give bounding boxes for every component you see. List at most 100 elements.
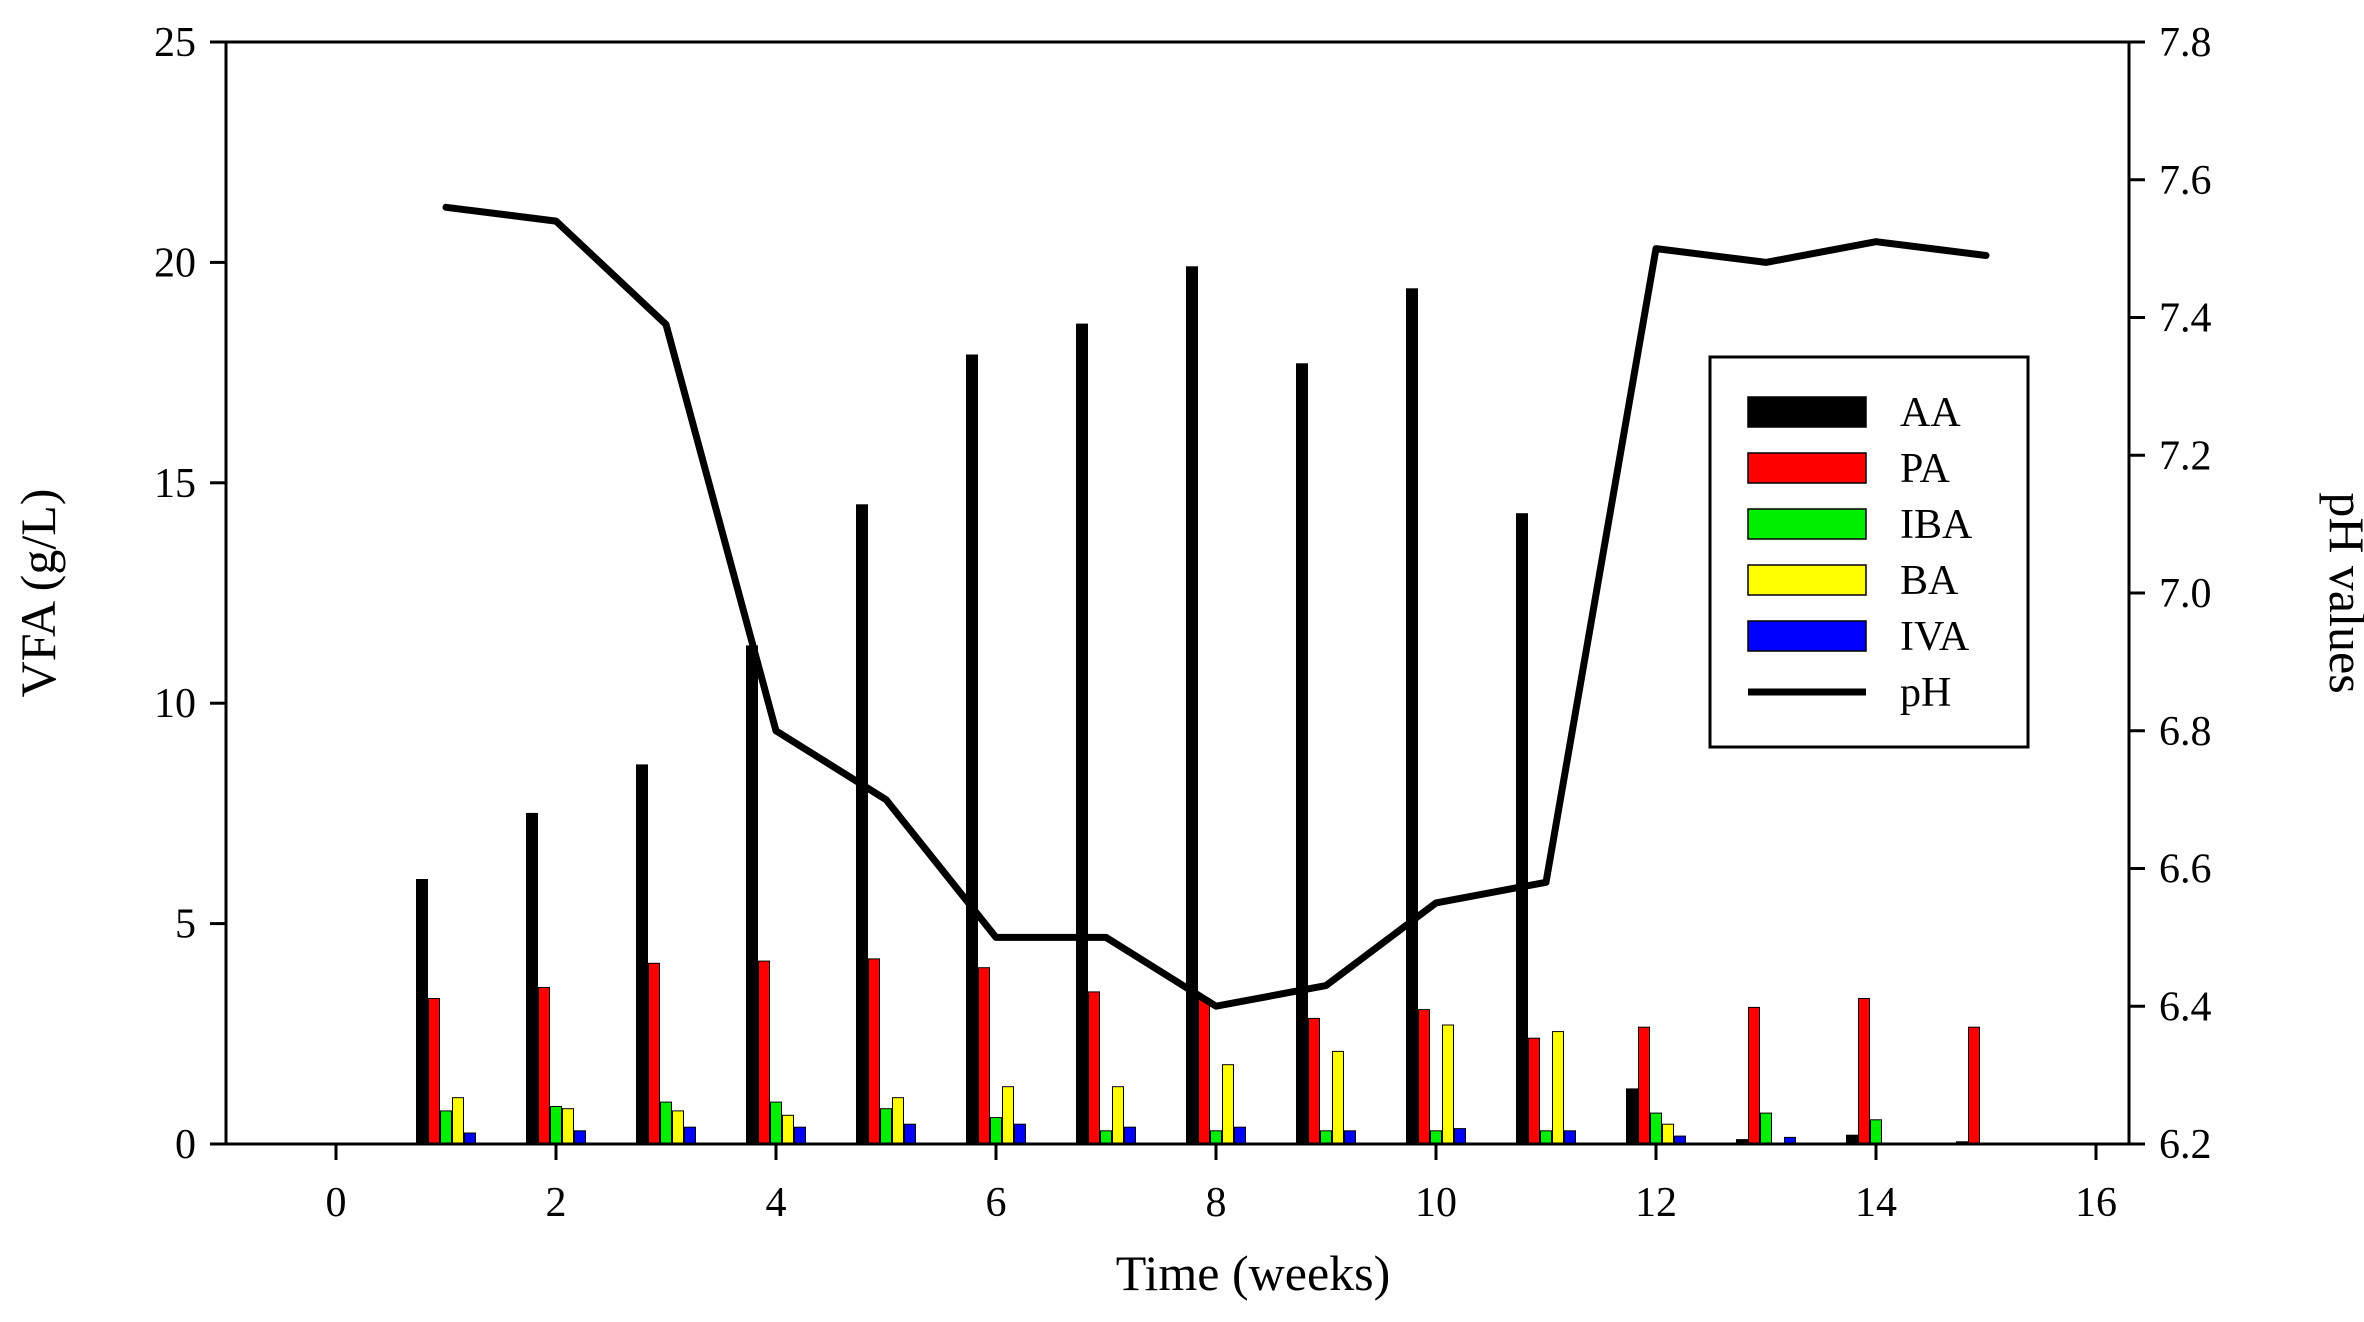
bar-iba-week-14 xyxy=(1870,1119,1882,1145)
bar-pa-week-2 xyxy=(538,987,550,1145)
bar-aa-week-8 xyxy=(1186,266,1198,1145)
legend-label-iba: IBA xyxy=(1900,502,1973,548)
bar-ba-week-1 xyxy=(452,1097,464,1145)
legend-swatch-iva xyxy=(1747,620,1867,652)
legend-label-aa: AA xyxy=(1900,390,1961,436)
legend-swatch-pa xyxy=(1747,452,1867,484)
bar-iva-week-2 xyxy=(574,1130,586,1145)
y-tick-label-10: 10 xyxy=(154,681,196,727)
bar-marks xyxy=(416,266,1980,1145)
x-tick-label-16: 16 xyxy=(2075,1180,2117,1226)
y-tick-label-15: 15 xyxy=(154,461,196,507)
y2-tick-label-7.2: 7.2 xyxy=(2159,433,2212,479)
ph-line xyxy=(442,203,1990,1010)
bar-iba-week-2 xyxy=(550,1106,562,1145)
bar-ba-week-9 xyxy=(1332,1050,1344,1145)
y-axis-title: VFA (g/L) xyxy=(10,489,66,698)
bar-pa-week-4 xyxy=(758,960,770,1145)
bar-pa-week-14 xyxy=(1858,998,1870,1145)
legend-label-ba: BA xyxy=(1900,558,1959,604)
x-tick-label-10: 10 xyxy=(1415,1180,1457,1226)
bar-iva-week-7 xyxy=(1124,1126,1136,1145)
bar-aa-week-2 xyxy=(526,812,538,1145)
bar-iva-week-3 xyxy=(684,1126,696,1145)
bar-aa-week-11 xyxy=(1516,513,1528,1145)
legend-label-ph: pH xyxy=(1900,670,1951,716)
bar-iba-week-11 xyxy=(1540,1130,1552,1145)
x-axis-title: Time (weeks) xyxy=(1116,1245,1391,1301)
legend-label-iva: IVA xyxy=(1900,614,1970,660)
bar-iva-week-8 xyxy=(1234,1126,1246,1145)
bar-iba-week-8 xyxy=(1210,1130,1222,1145)
y-tick-label-20: 20 xyxy=(154,240,196,286)
bar-iba-week-3 xyxy=(660,1101,672,1145)
legend-swatch-aa xyxy=(1747,396,1867,428)
bar-pa-week-9 xyxy=(1308,1017,1320,1145)
legend: AA PA IBA BA IVA pH xyxy=(1708,355,2030,749)
bar-ba-week-2 xyxy=(562,1108,574,1145)
x-tick-label-2: 2 xyxy=(546,1180,567,1226)
bar-iba-week-5 xyxy=(880,1108,892,1145)
y2-tick-label-6.4: 6.4 xyxy=(2159,984,2212,1030)
legend-swatch-ba xyxy=(1747,564,1867,596)
bar-pa-week-8 xyxy=(1198,998,1210,1145)
bar-ba-week-8 xyxy=(1222,1064,1234,1145)
bar-iva-week-6 xyxy=(1014,1123,1026,1145)
bar-iva-week-10 xyxy=(1454,1128,1466,1145)
bar-aa-week-7 xyxy=(1076,323,1088,1145)
bar-iva-week-5 xyxy=(904,1123,916,1145)
bar-iba-week-13 xyxy=(1760,1112,1772,1145)
bar-iba-week-9 xyxy=(1320,1130,1332,1145)
y2-tick-label-6.6: 6.6 xyxy=(2159,847,2212,893)
bar-iba-week-6 xyxy=(990,1117,1002,1145)
ph-line-group xyxy=(442,203,1990,1010)
bar-pa-week-12 xyxy=(1638,1026,1650,1145)
y2-tick-label-7.8: 7.8 xyxy=(2159,20,2212,66)
bar-ba-week-6 xyxy=(1002,1086,1014,1145)
bar-pa-week-6 xyxy=(978,967,990,1145)
bar-pa-week-13 xyxy=(1748,1006,1760,1145)
bar-aa-week-10 xyxy=(1406,288,1418,1145)
y-tick-label-5: 5 xyxy=(175,902,196,948)
bar-iba-week-1 xyxy=(440,1110,452,1145)
bar-iba-week-10 xyxy=(1430,1130,1442,1145)
y2-axis-title: pH values xyxy=(2319,492,2364,693)
bar-ba-week-10 xyxy=(1442,1024,1454,1145)
bar-pa-week-15 xyxy=(1968,1026,1980,1145)
bar-ba-week-5 xyxy=(892,1097,904,1145)
bar-aa-week-3 xyxy=(636,764,648,1145)
y2-tick-label-7.6: 7.6 xyxy=(2159,158,2212,204)
y2-tick-label-7.0: 7.0 xyxy=(2159,571,2212,617)
x-tick-label-0: 0 xyxy=(326,1180,347,1226)
bar-pa-week-10 xyxy=(1418,1009,1430,1145)
bar-ba-week-7 xyxy=(1112,1086,1124,1145)
bar-pa-week-5 xyxy=(868,958,880,1145)
bar-aa-week-4 xyxy=(746,645,758,1145)
legend-swatch-iba xyxy=(1747,508,1867,540)
x-tick-label-14: 14 xyxy=(1855,1180,1897,1226)
bar-pa-week-11 xyxy=(1528,1037,1540,1145)
x-tick-label-6: 6 xyxy=(986,1180,1007,1226)
bar-iba-week-7 xyxy=(1100,1130,1112,1145)
bar-iva-week-9 xyxy=(1344,1130,1356,1145)
y-tick-label-0: 0 xyxy=(175,1122,196,1168)
bar-aa-week-5 xyxy=(856,504,868,1145)
bar-pa-week-1 xyxy=(428,998,440,1145)
bar-ba-week-12 xyxy=(1662,1123,1674,1145)
y-tick-label-25: 25 xyxy=(154,20,196,66)
bar-ba-week-4 xyxy=(782,1114,794,1145)
bar-iba-week-12 xyxy=(1650,1112,1662,1145)
bar-pa-week-3 xyxy=(648,962,660,1145)
bar-pa-week-7 xyxy=(1088,991,1100,1145)
y2-tick-label-6.2: 6.2 xyxy=(2159,1122,2212,1168)
tick-group: 0 2 4 6 8 10 12 14 16 0 5 10 15 20 25 6.2 6.4 6.6 6.8 7.0 7.… xyxy=(154,20,2212,1226)
x-tick-label-8: 8 xyxy=(1206,1180,1227,1226)
bar-aa-week-12 xyxy=(1626,1088,1638,1145)
y2-tick-label-6.8: 6.8 xyxy=(2159,709,2212,755)
legend-label-pa: PA xyxy=(1900,446,1951,492)
bar-iva-week-11 xyxy=(1564,1130,1576,1145)
bar-aa-week-9 xyxy=(1296,363,1308,1145)
bar-iva-week-1 xyxy=(464,1132,476,1145)
